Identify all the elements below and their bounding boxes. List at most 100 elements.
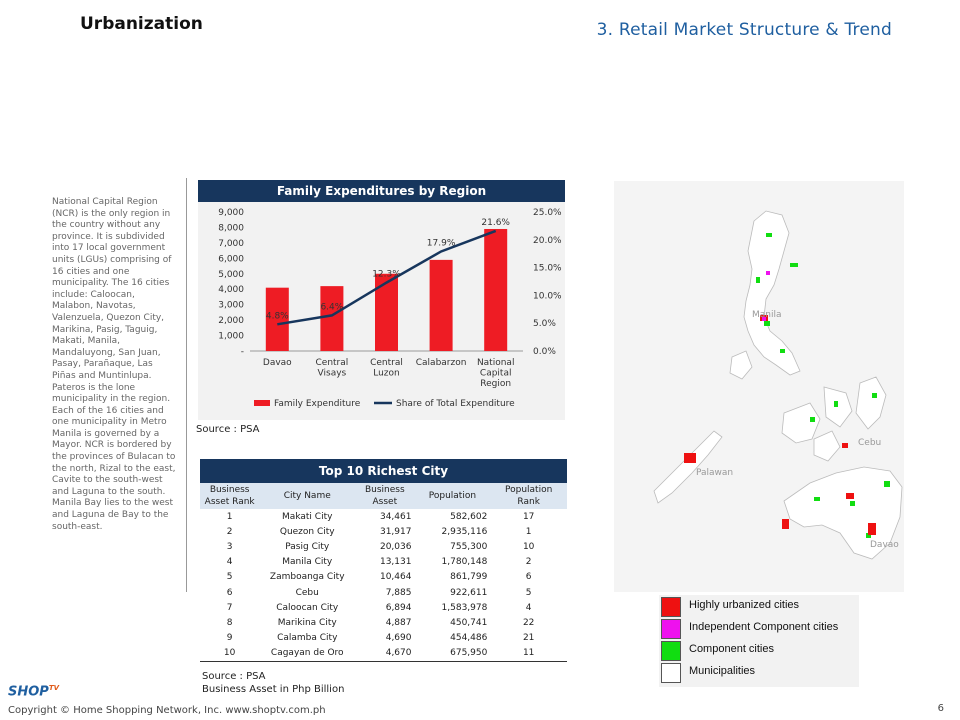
page-number: 6	[937, 703, 944, 714]
asset-cell: 4,690	[385, 633, 412, 644]
col-population-rank: Population Rank	[490, 483, 567, 509]
family-expenditure-chart: Family Expenditures by Region - 1,000 2,00…	[198, 180, 565, 420]
rank-cell: 1	[226, 511, 233, 522]
rank-cell: 4	[226, 557, 233, 568]
population-cell: 1,583,978	[441, 602, 488, 613]
population-cell: 1,780,148	[441, 557, 488, 568]
y-tick-label: 4,000	[218, 285, 244, 295]
legend-label: Highly urbanized cities	[689, 599, 800, 611]
legend-bar-label: Family Expenditure	[274, 399, 361, 409]
rank-cell: 10	[200, 645, 260, 662]
table-row: 7 Caloocan City 6,894 1,583,978 4	[200, 600, 567, 615]
table-row: 8 Marikina City 4,887 450,741 22	[200, 615, 567, 630]
pop-rank-cell: 2	[525, 557, 532, 568]
source-line: Source : PSA	[202, 671, 266, 682]
header-text: Rank	[517, 497, 540, 507]
y2-tick-label: 15.0%	[533, 264, 562, 274]
y-tick-label: 3,000	[218, 301, 244, 311]
y-tick-label: 2,000	[218, 316, 244, 326]
city-cell: Marikina City	[277, 617, 337, 628]
table-row: 6 Cebu 7,885 922,611 5	[200, 585, 567, 600]
rank-cell: 2	[226, 526, 233, 537]
legend-bar-swatch	[254, 400, 270, 406]
x-tick-label: Davao	[263, 358, 292, 368]
asset-cell: 4,887	[385, 617, 412, 628]
bar-central-luzon	[375, 273, 398, 351]
x-tick-label: Region	[480, 379, 511, 389]
data-label: 6.4%	[320, 302, 343, 312]
city-cell: Calamba City	[277, 633, 338, 644]
table-row: 4 Manila City 13,131 1,780,148 2	[200, 555, 567, 570]
population-cell: 861,799	[450, 572, 488, 583]
col-population: Population	[414, 483, 491, 509]
legend-swatch	[661, 619, 681, 639]
population-cell: 2,935,116	[441, 526, 488, 537]
logo-sup: TV	[48, 684, 60, 692]
map-graphic: Manila Cebu Palawan Davao	[653, 210, 903, 560]
city-cell: Pasig City	[285, 541, 330, 552]
pop-rank-cell: 10	[522, 541, 535, 552]
table-header-row: Business Asset Rank City Name Business A…	[200, 483, 567, 509]
y2-tick-label: 0.0%	[533, 347, 556, 357]
table-source: Source : PSA Business Asset in Php Billi…	[202, 670, 344, 696]
table-row: 1 Makati City 34,461 582,602 17	[200, 509, 567, 524]
asset-cell: 7,885	[385, 587, 412, 598]
unit-note: Business Asset in Php Billion	[202, 684, 345, 695]
page-title: Urbanization	[80, 14, 203, 34]
chart-source: Source : PSA	[196, 424, 260, 435]
asset-cell: 4,670	[355, 645, 415, 662]
pop-rank-cell: 22	[522, 617, 535, 628]
y-tick-label: 5,000	[218, 270, 244, 280]
y-tick-label: 8,000	[218, 223, 244, 233]
header-text: Business	[364, 485, 405, 495]
header-text: Population	[505, 485, 553, 495]
pop-rank-cell: 17	[522, 511, 535, 522]
data-label: 12.3%	[372, 270, 401, 280]
chart-plot: - 1,000 2,000 3,000 4,000 5,000 6,000 7,000 8,00…	[218, 208, 562, 409]
bar-davao	[265, 287, 289, 351]
shoptv-logo: SHOPTV	[8, 684, 59, 699]
rank-cell: 6	[226, 587, 233, 598]
table-row: 2 Quezon City 31,917 2,935,116 1	[200, 524, 567, 539]
x-tick-label: Visays	[318, 369, 347, 379]
x-tick-label: Central	[316, 358, 349, 368]
city-cell: Cebu	[295, 587, 319, 598]
city-cell: Makati City	[282, 511, 333, 522]
chart-title: Family Expenditures by Region	[198, 180, 565, 202]
y2-tick-label: 25.0%	[533, 208, 562, 218]
header-text: Asset	[372, 497, 398, 507]
y-tick-label: 7,000	[218, 239, 244, 249]
city-cell: Manila City	[282, 557, 333, 568]
richest-city-table: Top 10 Richest City Business Asset Rank …	[200, 459, 567, 662]
city-cell: Cagayan de Oro	[259, 645, 356, 662]
y-tick-label: 6,000	[218, 254, 244, 264]
city-cell: Zamboanga City	[269, 572, 345, 583]
population-cell: 922,611	[450, 587, 488, 598]
y-tick-label: 1,000	[218, 332, 244, 342]
x-tick-label: National	[477, 358, 515, 368]
x-tick-label: Calabarzon	[416, 358, 467, 368]
asset-cell: 10,464	[379, 572, 412, 583]
population-cell: 675,950	[414, 645, 491, 662]
map-label-manila: Manila	[752, 310, 782, 320]
x-tick-label: Central	[370, 358, 403, 368]
data-label: 17.9%	[427, 238, 456, 248]
rank-cell: 5	[226, 572, 233, 583]
legend-swatch	[661, 663, 681, 683]
population-cell: 755,300	[450, 541, 488, 552]
population-cell: 582,602	[450, 511, 488, 522]
map-label-davao: Davao	[870, 540, 899, 550]
copyright-text: Copyright © Home Shopping Network, Inc. …	[8, 705, 326, 716]
pop-rank-cell: 21	[522, 633, 535, 644]
legend-swatch	[661, 641, 681, 661]
philippines-map: Manila Cebu Palawan Davao	[614, 181, 904, 592]
legend-swatch	[661, 597, 681, 617]
x-tick-label: Capital	[480, 369, 512, 379]
y2-tick-label: 10.0%	[533, 291, 562, 301]
city-cell: Caloocan City	[276, 602, 339, 613]
rank-cell: 3	[226, 541, 233, 552]
bar-calabarzon	[429, 259, 453, 351]
legend-line-label: Share of Total Expenditure	[396, 399, 515, 409]
map-label-cebu: Cebu	[858, 438, 881, 448]
table-row: 9 Calamba City 4,690 454,486 21	[200, 631, 567, 646]
